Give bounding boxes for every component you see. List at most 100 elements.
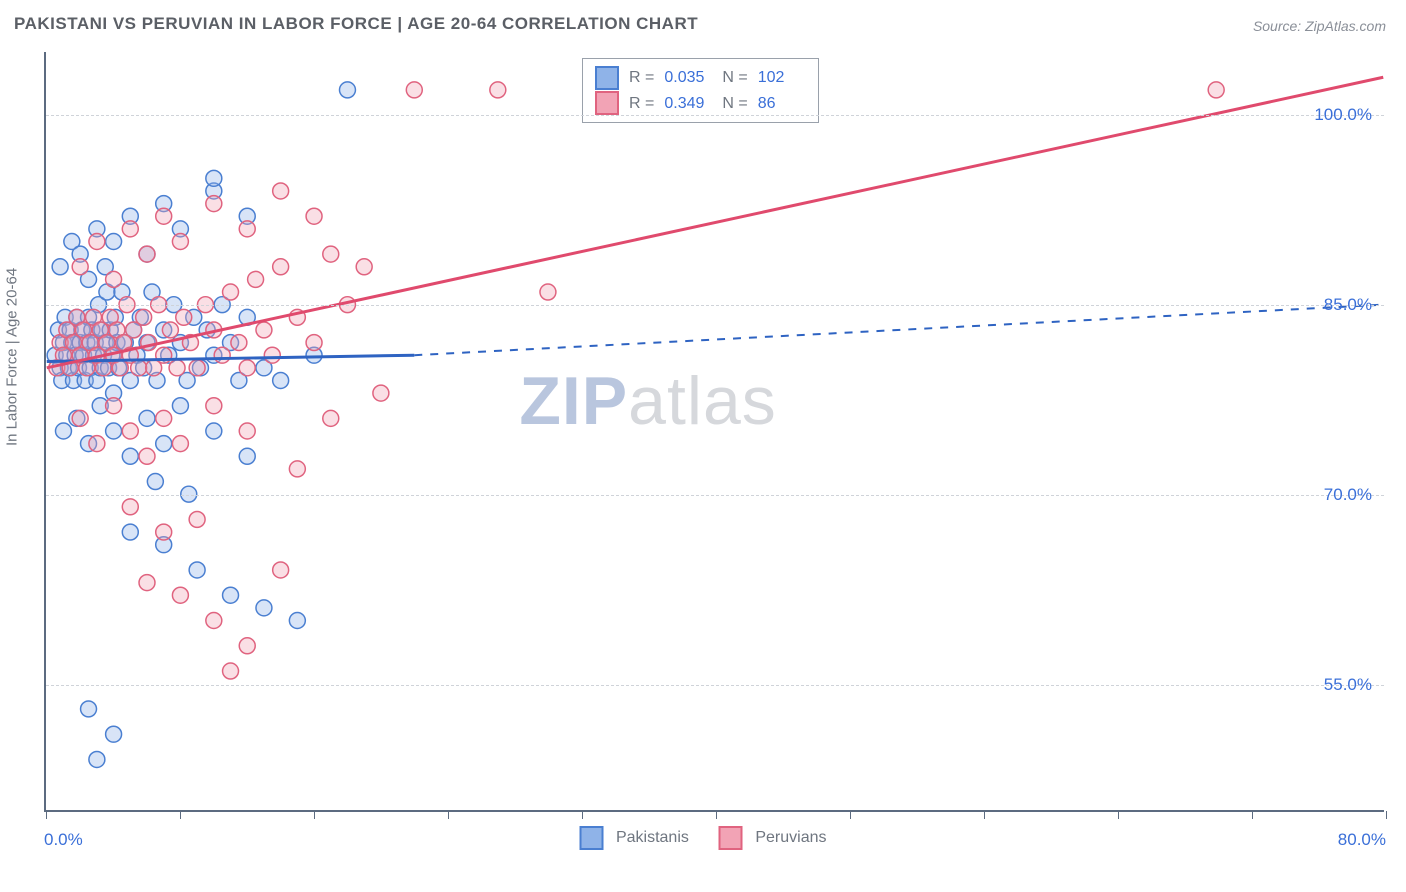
gridline-h xyxy=(46,685,1384,686)
data-point-pakistanis xyxy=(52,259,68,275)
data-point-peruvians xyxy=(1208,82,1224,98)
data-point-peruvians xyxy=(206,613,222,629)
data-point-peruvians xyxy=(239,423,255,439)
data-point-peruvians xyxy=(239,221,255,237)
legend-label-peruvians: Peruvians xyxy=(755,829,826,846)
data-point-pakistanis xyxy=(106,726,122,742)
data-point-peruvians xyxy=(122,221,138,237)
legend-label-pakistanis: Pakistanis xyxy=(616,829,689,846)
data-point-peruvians xyxy=(256,322,272,338)
data-point-pakistanis xyxy=(106,234,122,250)
x-tick xyxy=(850,811,851,819)
data-point-peruvians xyxy=(306,208,322,224)
stat-n-pakistanis: 102 xyxy=(758,65,806,91)
data-point-peruvians xyxy=(189,360,205,376)
data-point-peruvians xyxy=(239,638,255,654)
data-point-peruvians xyxy=(139,575,155,591)
x-tick xyxy=(1252,811,1253,819)
x-tick xyxy=(716,811,717,819)
swatch-pakistanis-bottom xyxy=(580,826,604,850)
y-tick-label: 85.0% xyxy=(1324,295,1372,315)
data-point-peruvians xyxy=(540,284,556,300)
data-point-peruvians xyxy=(406,82,422,98)
data-point-pakistanis xyxy=(181,486,197,502)
data-point-peruvians xyxy=(72,259,88,275)
x-tick xyxy=(46,811,47,819)
data-point-peruvians xyxy=(273,259,289,275)
data-point-peruvians xyxy=(139,448,155,464)
data-point-pakistanis xyxy=(81,701,97,717)
stat-label-r: R = xyxy=(629,91,654,117)
data-point-pakistanis xyxy=(289,613,305,629)
data-point-peruvians xyxy=(172,436,188,452)
data-point-peruvians xyxy=(172,587,188,603)
data-point-pakistanis xyxy=(189,562,205,578)
data-point-peruvians xyxy=(72,410,88,426)
data-point-peruvians xyxy=(131,360,147,376)
x-tick xyxy=(1118,811,1119,819)
data-point-peruvians xyxy=(323,246,339,262)
data-point-pakistanis xyxy=(339,82,355,98)
data-point-peruvians xyxy=(356,259,372,275)
data-point-peruvians xyxy=(248,271,264,287)
data-point-pakistanis xyxy=(147,474,163,490)
x-axis-legend: Pakistanis Peruvians xyxy=(580,826,827,850)
data-point-peruvians xyxy=(162,322,178,338)
data-point-peruvians xyxy=(273,562,289,578)
legend-item-pakistanis: Pakistanis xyxy=(580,826,689,850)
data-point-pakistanis xyxy=(122,524,138,540)
data-point-peruvians xyxy=(139,246,155,262)
y-tick-label: 100.0% xyxy=(1314,105,1372,125)
data-point-peruvians xyxy=(206,398,222,414)
data-point-peruvians xyxy=(122,499,138,515)
data-point-peruvians xyxy=(106,271,122,287)
stats-row-peruvians: R = 0.349 N = 86 xyxy=(595,91,806,117)
x-tick xyxy=(314,811,315,819)
data-point-peruvians xyxy=(490,82,506,98)
data-point-pakistanis xyxy=(273,372,289,388)
data-point-peruvians xyxy=(89,436,105,452)
x-min-label: 0.0% xyxy=(44,830,83,850)
data-point-pakistanis xyxy=(239,448,255,464)
data-point-peruvians xyxy=(239,360,255,376)
gridline-h xyxy=(46,305,1384,306)
data-point-peruvians xyxy=(223,284,239,300)
data-point-pakistanis xyxy=(206,170,222,186)
chart-plot-area: ZIPatlas R = 0.035 N = 102 R = 0.349 N =… xyxy=(44,52,1384,812)
source-credit: Source: ZipAtlas.com xyxy=(1253,18,1386,34)
stat-r-peruvians: 0.349 xyxy=(664,91,712,117)
swatch-peruvians-bottom xyxy=(719,826,743,850)
data-point-pakistanis xyxy=(89,751,105,767)
stat-label-n: N = xyxy=(722,65,747,91)
data-point-peruvians xyxy=(176,309,192,325)
y-tick-label: 55.0% xyxy=(1324,675,1372,695)
data-point-pakistanis xyxy=(106,423,122,439)
y-tick-label: 70.0% xyxy=(1324,485,1372,505)
data-point-peruvians xyxy=(189,511,205,527)
data-point-peruvians xyxy=(106,398,122,414)
data-point-peruvians xyxy=(136,309,152,325)
data-point-peruvians xyxy=(172,234,188,250)
data-point-pakistanis xyxy=(139,410,155,426)
stat-n-peruvians: 86 xyxy=(758,91,806,117)
data-point-peruvians xyxy=(223,663,239,679)
swatch-peruvians xyxy=(595,91,619,115)
data-point-pakistanis xyxy=(122,448,138,464)
data-point-pakistanis xyxy=(256,600,272,616)
x-tick xyxy=(180,811,181,819)
data-point-peruvians xyxy=(373,385,389,401)
legend-stats-box: R = 0.035 N = 102 R = 0.349 N = 86 xyxy=(582,58,819,123)
chart-title: PAKISTANI VS PERUVIAN IN LABOR FORCE | A… xyxy=(14,14,698,34)
data-point-peruvians xyxy=(231,335,247,351)
x-tick xyxy=(582,811,583,819)
stat-r-pakistanis: 0.035 xyxy=(664,65,712,91)
data-point-peruvians xyxy=(156,410,172,426)
scatter-svg xyxy=(46,52,1384,810)
y-axis-label: In Labor Force | Age 20-64 xyxy=(4,268,21,446)
data-point-peruvians xyxy=(156,208,172,224)
stat-label-r: R = xyxy=(629,65,654,91)
data-point-peruvians xyxy=(214,347,230,363)
data-point-peruvians xyxy=(206,196,222,212)
data-point-peruvians xyxy=(273,183,289,199)
data-point-pakistanis xyxy=(223,587,239,603)
